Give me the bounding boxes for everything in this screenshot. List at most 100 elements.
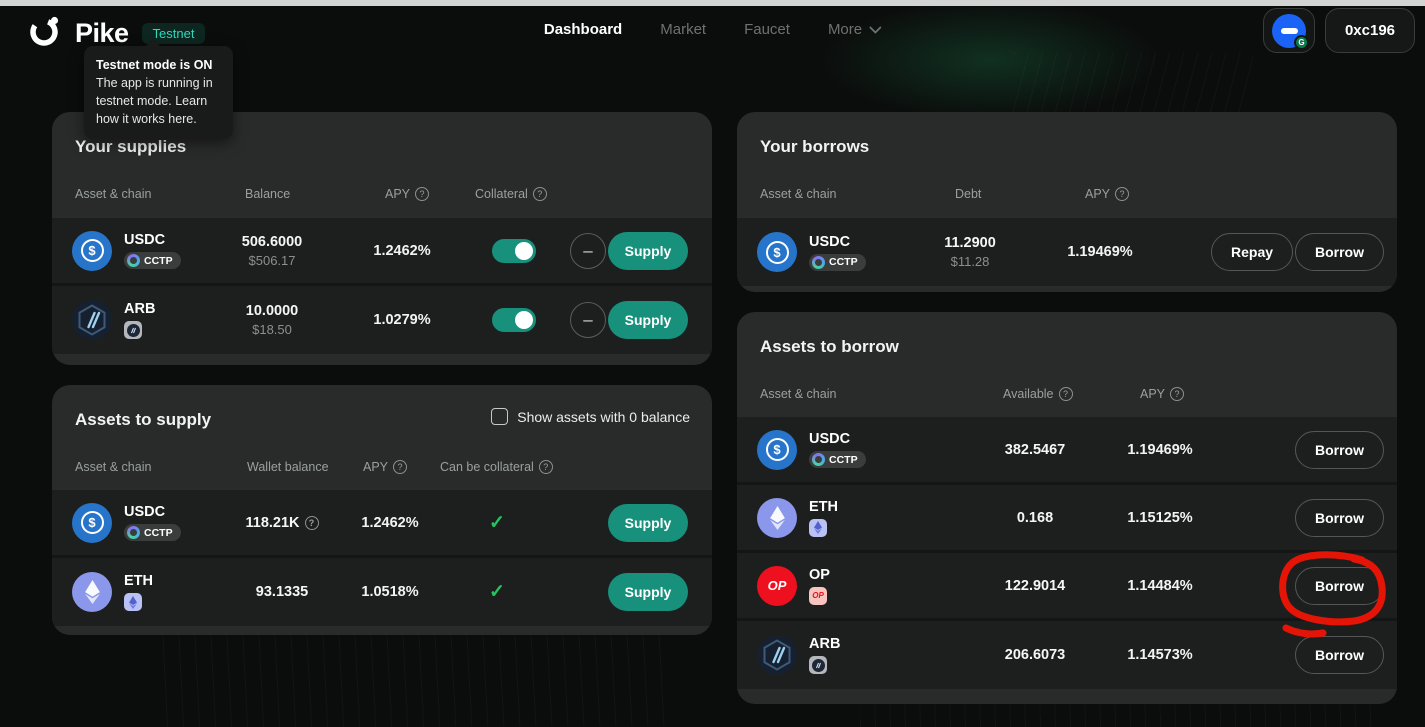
asset-name: USDC — [124, 232, 166, 248]
asset-name: ETH — [809, 498, 838, 515]
network-icon: G — [1272, 13, 1309, 50]
cctp-chain-badge: CCTP — [809, 451, 866, 468]
panel-title: Your borrows — [760, 137, 870, 156]
panel-title: Your supplies — [75, 137, 187, 156]
col-apy: APY? — [385, 187, 430, 201]
eth-icon — [72, 572, 112, 612]
wallet-balance-cell: 93.1335 — [255, 584, 309, 600]
wallet-address-button[interactable]: 0xc196 — [1325, 8, 1415, 53]
testnet-badge[interactable]: Testnet — [141, 23, 206, 44]
col-wallet-balance: Wallet balance — [247, 460, 329, 474]
help-icon[interactable]: ? — [532, 187, 547, 201]
asset-cell: ETH — [757, 497, 838, 538]
apy-cell: 1.0518% — [361, 584, 419, 600]
withdraw-button[interactable]: – — [570, 302, 606, 338]
cctp-chain-badge: CCTP — [809, 253, 866, 271]
withdraw-button[interactable]: – — [570, 232, 606, 269]
nav-more[interactable]: More — [828, 21, 882, 38]
borrow-button-op[interactable]: Borrow — [1295, 566, 1384, 605]
usdc-icon: $ — [757, 232, 797, 272]
cctp-logo-icon — [127, 254, 140, 267]
asset-name: ARB — [124, 301, 156, 317]
tooltip-title: Testnet mode is ON — [96, 58, 213, 72]
assets-to-supply-panel: Assets to supply Show assets with 0 bala… — [52, 385, 712, 635]
eth-icon — [757, 497, 797, 538]
debt-cell: 11.2900 $11.28 — [944, 235, 996, 269]
borrow-button[interactable]: Borrow — [1295, 430, 1384, 469]
table-row-arb: ARB 10.0000 $18.50 1.0279% – Supply — [52, 286, 712, 354]
collateral-toggle[interactable] — [492, 238, 536, 263]
your-supplies-panel: Your supplies Asset & chain Balance APY?… — [52, 112, 712, 365]
asset-name: ARB — [809, 636, 841, 652]
supply-button[interactable]: Supply — [608, 231, 688, 270]
col-asset-chain: Asset & chain — [760, 187, 837, 201]
asset-name: ETH — [124, 573, 153, 589]
col-can-be-collateral: Can be collateral? — [440, 460, 553, 474]
borrow-button[interactable]: Borrow — [1295, 636, 1384, 674]
asset-name: OP — [809, 566, 830, 583]
col-apy: APY? — [1085, 187, 1130, 201]
collateral-check-icon: ✓ — [489, 581, 505, 603]
collateral-toggle[interactable] — [492, 308, 536, 332]
borrow-button[interactable]: Borrow — [1295, 498, 1384, 537]
help-icon[interactable]: ? — [538, 460, 553, 474]
col-asset-chain: Asset & chain — [75, 187, 152, 201]
apy-cell: 1.15125% — [1127, 509, 1193, 526]
available-cell: 382.5467 — [1004, 441, 1066, 458]
column-headers: Asset & chain Wallet balance APY? Can be… — [52, 460, 712, 478]
col-debt: Debt — [955, 187, 982, 201]
asset-name: USDC — [809, 431, 851, 447]
help-icon[interactable]: ? — [415, 187, 430, 201]
gas-badge: G — [1294, 34, 1309, 50]
nav-dashboard[interactable]: Dashboard — [543, 21, 623, 38]
help-icon[interactable]: ? — [1170, 387, 1185, 401]
repay-button[interactable]: Repay — [1211, 233, 1294, 271]
apy-cell: 1.19469% — [1067, 244, 1133, 260]
arbitrum-chain-badge — [124, 321, 142, 339]
brand[interactable]: Pike Testnet — [28, 14, 206, 53]
nav-market[interactable]: Market — [660, 21, 707, 38]
column-headers: Asset & chain Debt APY? — [737, 187, 1397, 205]
show-zero-balance-checkbox[interactable]: Show assets with 0 balance — [491, 408, 690, 425]
ethereum-chain-badge — [124, 593, 142, 611]
brand-name: Pike — [75, 18, 129, 48]
checkbox-label: Show assets with 0 balance — [517, 408, 690, 425]
supply-button[interactable]: Supply — [608, 573, 688, 611]
usdc-icon: $ — [72, 230, 112, 271]
borrow-button[interactable]: Borrow — [1295, 233, 1384, 271]
collateral-check-icon: ✓ — [489, 512, 505, 533]
col-asset-chain: Asset & chain — [75, 460, 152, 474]
arbitrum-chain-badge — [809, 656, 827, 674]
help-icon[interactable]: ? — [393, 460, 408, 474]
help-icon[interactable]: ? — [304, 515, 319, 530]
top-navigation-bar: Pike Testnet Dashboard Market Faucet Mor… — [0, 6, 1425, 58]
help-icon[interactable]: ? — [1058, 387, 1073, 401]
asset-cell: ARB — [757, 635, 840, 675]
asset-cell: $ USDC CCTP — [757, 232, 866, 272]
asset-cell: OP OP OP — [757, 565, 830, 606]
balance-cell: 10.0000 $18.50 — [245, 303, 299, 337]
apy-cell: 1.2462% — [361, 514, 419, 531]
column-headers: Asset & chain Balance APY? Collateral? — [52, 187, 712, 205]
balance-cell: 506.6000 $506.17 — [241, 233, 303, 268]
available-cell: 0.168 — [1016, 509, 1054, 526]
nav-faucet[interactable]: Faucet — [744, 21, 790, 38]
table-row-usdc: $ USDC CCTP 118.21K? 1.2462% ✓ Supply — [52, 490, 712, 558]
table-row-eth: ETH 0.168 1.15125% Borrow — [737, 485, 1397, 553]
help-icon[interactable]: ? — [1115, 187, 1130, 201]
top-strip — [0, 0, 1425, 6]
available-cell: 122.9014 — [1004, 577, 1066, 594]
cctp-logo-icon — [812, 255, 825, 269]
checkbox[interactable] — [491, 408, 509, 425]
asset-cell: ARB — [72, 300, 155, 340]
apy-cell: 1.19469% — [1127, 441, 1193, 458]
network-selector-button[interactable]: G — [1263, 8, 1315, 53]
table-row-arb: ARB 206.6073 1.14573% Borrow — [737, 621, 1397, 689]
col-apy: APY? — [363, 460, 408, 474]
apy-cell: 1.14484% — [1127, 577, 1193, 594]
supply-button[interactable]: Supply — [608, 301, 688, 339]
supply-button[interactable]: Supply — [608, 503, 688, 542]
pike-logo-icon — [28, 14, 62, 53]
asset-cell: ETH — [72, 572, 153, 612]
background-lines — [1005, 52, 1255, 112]
